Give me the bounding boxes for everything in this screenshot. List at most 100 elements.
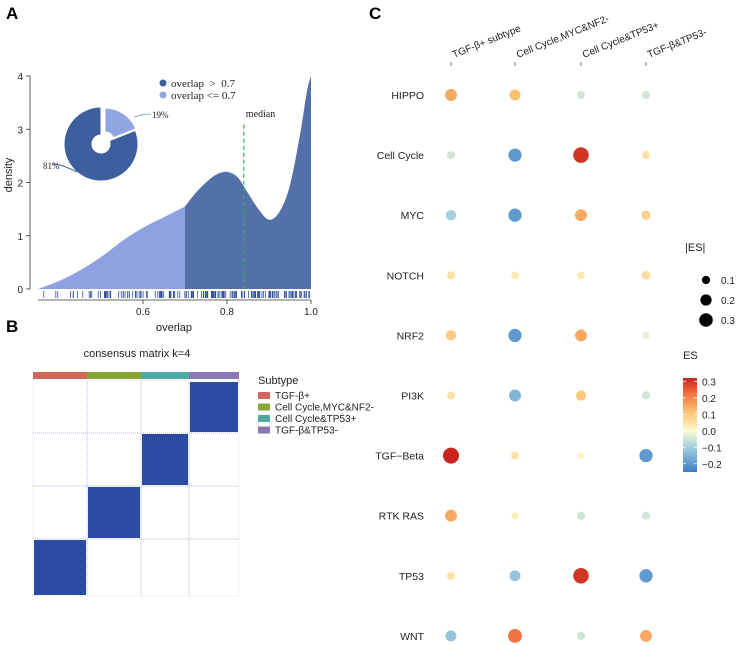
legend-dot-high (159, 79, 167, 87)
y-tick-label: 0 (17, 285, 23, 296)
pie-label-low: 19% (152, 110, 169, 120)
matrix-grid (32, 380, 240, 597)
color-legend-bar (683, 378, 697, 472)
subtype-swatch-0 (258, 392, 270, 399)
color-legend-title: ES (683, 350, 698, 362)
dot (640, 629, 652, 642)
dot (642, 331, 650, 339)
dot (445, 89, 457, 101)
size-legend-title: |ES| (685, 242, 705, 254)
dot (577, 271, 585, 280)
subtype-color-bar (33, 372, 239, 379)
pie-leader-low (133, 113, 152, 118)
color-tick-label-3: 0.0 (702, 427, 716, 438)
dot (577, 452, 585, 459)
subtype-label-0: TGF-β+ (275, 391, 310, 402)
dot-points (443, 89, 653, 643)
subtype-bar-0 (33, 372, 87, 379)
dot (641, 511, 651, 520)
x-tick-label: 0.8 (220, 307, 234, 318)
dot (573, 147, 589, 163)
density-area-high (185, 76, 311, 289)
subtype-swatch-3 (258, 426, 270, 434)
row-label-0: HIPPO (391, 90, 424, 102)
pie-label-high: 81% (43, 161, 60, 171)
consensus-block (142, 434, 188, 485)
dot (445, 509, 457, 522)
size-legend-label-1: 0.2 (721, 296, 735, 307)
subtype-legend-title: Subtype (258, 375, 298, 387)
row-label-8: TP53 (399, 571, 424, 583)
grid-frame (32, 380, 240, 597)
size-legend-dot-0 (701, 275, 711, 285)
y-tick-label: 2 (17, 179, 23, 190)
subtype-label-2: Cell Cycle&TP53+ (275, 414, 357, 425)
dot (508, 148, 522, 162)
panel-b-letter: B (6, 317, 18, 336)
row-label-2: MYC (401, 210, 425, 222)
dot (446, 571, 456, 580)
pie-slice-high (63, 106, 139, 182)
dot (445, 330, 457, 341)
dot (509, 570, 521, 582)
subtype-legend: TGF-β+Cell Cycle,MYC&NF2-Cell Cycle&TP53… (258, 391, 374, 437)
x-tick-label: 1.0 (304, 307, 318, 318)
dot (575, 329, 587, 342)
median-label: median (246, 109, 275, 120)
dot (510, 451, 520, 460)
y-tick-label: 4 (17, 72, 23, 83)
density-areas (38, 76, 311, 289)
subtype-bar-3 (189, 372, 239, 379)
dot (641, 90, 651, 100)
consensus-matrix: consensus matrix k=4 Subtype TGF-β+Cell … (32, 348, 374, 597)
pie-inset: 81% 19% (43, 106, 169, 182)
color-tick-label-1: 0.2 (702, 394, 716, 405)
dot (446, 391, 456, 400)
subtype-label-3: TGF-β&TP53- (275, 426, 338, 437)
legend-entry-low: overlap <= 0.7 (171, 90, 236, 102)
row-labels: HIPPO Cell Cycle MYC NOTCH NRF2 PI3K TGF−Beta R… (375, 90, 424, 643)
color-tick-label-2: 0.1 (702, 410, 716, 421)
dot (445, 630, 457, 642)
dot (508, 328, 522, 343)
size-legend-label-0: 0.1 (721, 276, 735, 287)
dot (575, 390, 587, 401)
size-legend-dot-1 (700, 294, 712, 306)
row-label-3: NOTCH (387, 270, 424, 282)
column-label-0: TGF-β+ subtype (451, 23, 523, 61)
row-label-6: TGF−Beta (375, 451, 424, 463)
dot (641, 210, 651, 220)
rug-ticks (43, 291, 310, 298)
color-legend-ticks: 0.3 0.2 0.1 0.0 −0.1 −0.2 (683, 377, 722, 471)
dot (573, 568, 589, 584)
consensus-block (34, 540, 86, 595)
dot (509, 89, 521, 101)
dot (508, 629, 522, 643)
dot (576, 631, 586, 640)
x-tick-label: 0.6 (136, 307, 150, 318)
dot (446, 271, 456, 280)
dot (641, 151, 651, 160)
legend-dot-low (159, 91, 167, 99)
size-legend-label-2: 0.3 (721, 316, 735, 327)
subtype-bar-1 (87, 372, 141, 379)
dot (641, 391, 651, 400)
dot (511, 512, 519, 520)
row-label-7: RTK RAS (379, 511, 424, 523)
subtype-label-1: Cell Cycle,MYC&NF2- (275, 403, 374, 414)
density-ylabel: density (3, 157, 15, 192)
density-area-low (38, 206, 185, 289)
size-legend: 0.1 0.2 0.3 (699, 275, 735, 327)
subtype-swatch-1 (258, 403, 270, 411)
density-axes: 0 1 2 3 4 0.6 0.8 1.0 (17, 72, 318, 318)
size-legend-dot-2 (699, 313, 713, 327)
dot (443, 447, 459, 464)
panel-c-letter: C (369, 4, 381, 23)
pie-slice-low (104, 107, 137, 139)
color-tick-label-4: −0.1 (702, 443, 722, 454)
consensus-block (190, 382, 238, 432)
dot (446, 151, 456, 160)
dot (508, 208, 522, 222)
